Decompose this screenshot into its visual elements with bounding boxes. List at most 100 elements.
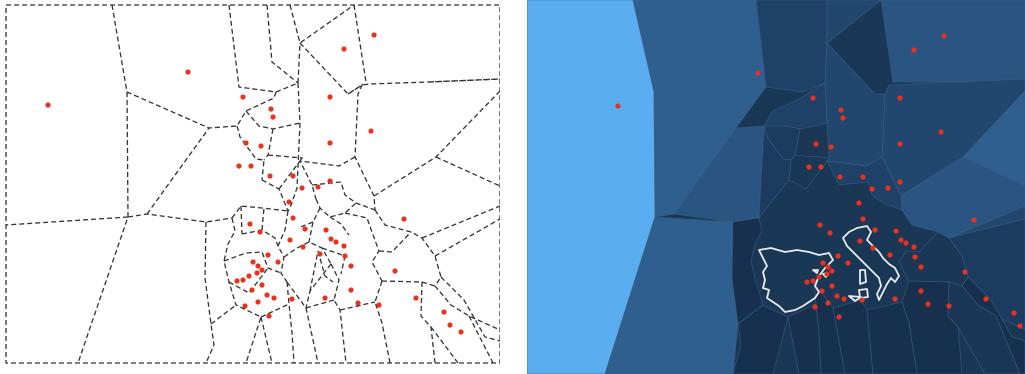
site-point-map (829, 268, 835, 274)
site-point-map (925, 301, 931, 307)
site-point-map (829, 283, 835, 289)
voronoi-cell (947, 281, 1021, 374)
site-point (266, 313, 272, 319)
site-point-map (869, 186, 875, 192)
site-point (333, 239, 339, 245)
site-point-map (903, 240, 909, 246)
voronoi-cell (866, 301, 918, 374)
site-point (328, 236, 334, 242)
voronoi-wireframe-panel (5, 4, 500, 364)
site-point-map (837, 174, 843, 180)
voronoi-edge (378, 231, 412, 253)
voronoi-edge (309, 250, 319, 292)
site-point (250, 259, 256, 265)
voronoi-cell (755, 0, 828, 93)
site-point (267, 173, 273, 179)
voronoi-edge (266, 4, 299, 84)
voronoi-edge (434, 218, 500, 257)
site-point-map (840, 115, 846, 121)
site-point (458, 329, 464, 335)
site-point (300, 244, 306, 250)
voronoi-edge (261, 207, 265, 231)
site-point (401, 216, 407, 222)
voronoi-edge (299, 156, 356, 167)
voronoi-edge (420, 281, 436, 364)
voronoi-cell (826, 0, 882, 44)
voronoi-edge (231, 205, 289, 219)
site-point-map (819, 288, 825, 294)
voronoi-edge (210, 304, 237, 325)
site-point-map (810, 95, 816, 101)
voronoi-edge (277, 210, 289, 283)
site-point-map (859, 297, 865, 303)
site-point-map (825, 300, 831, 306)
voronoi-edge (374, 280, 391, 364)
site-point (243, 140, 249, 146)
voronoi-edge (305, 299, 335, 309)
site-point (45, 102, 51, 108)
voronoi-edge (146, 91, 277, 215)
site-point (315, 184, 321, 190)
site-point-map (804, 279, 810, 285)
site-point-map (897, 179, 903, 185)
site-point (322, 295, 328, 301)
voronoi-edge (261, 179, 291, 213)
voronoi-edge (245, 110, 301, 130)
site-point-map (938, 129, 944, 135)
right-point-layer (615, 33, 1023, 329)
site-point-map (1011, 310, 1017, 316)
left-point-layer (45, 32, 464, 335)
site-point (259, 282, 265, 288)
site-point (341, 243, 347, 249)
voronoi-cell (880, 0, 1025, 83)
voronoi-edge (435, 156, 500, 187)
site-point (240, 94, 246, 100)
site-point-map (810, 278, 816, 284)
site-point (317, 251, 323, 257)
site-point-map (836, 314, 842, 320)
site-point-map (962, 269, 968, 275)
voronoi-edge (289, 82, 301, 209)
site-point-map (1017, 323, 1023, 329)
site-point (447, 322, 453, 328)
site-point (302, 226, 308, 232)
site-point-map (860, 174, 866, 180)
site-point (290, 215, 296, 221)
voronoi-edge (267, 154, 304, 162)
site-point-map (870, 245, 876, 251)
site-point-map (816, 274, 822, 280)
voronoi-edge (278, 159, 317, 200)
coastline-outlines (758, 225, 900, 313)
voronoi-edge (127, 213, 233, 223)
site-point-map (812, 304, 818, 310)
voronoi-edge (283, 241, 332, 265)
site-point (264, 292, 270, 298)
site-point (348, 287, 354, 293)
site-point (268, 106, 274, 112)
site-point-map (835, 253, 841, 259)
site-point-map (806, 164, 812, 170)
site-point-map (893, 228, 899, 234)
site-point (257, 229, 263, 235)
site-point-map (824, 271, 830, 277)
voronoi-edge (330, 263, 347, 364)
island-outline (812, 269, 819, 274)
site-point-map (885, 185, 891, 191)
voronoi-filled-cells (527, 0, 1025, 374)
voronoi-edge (315, 198, 357, 218)
voronoi-edge (204, 221, 215, 364)
site-point-map (898, 237, 904, 243)
site-point (287, 237, 293, 243)
voronoi-edge (440, 276, 500, 342)
site-point (327, 178, 333, 184)
voronoi-cell (731, 217, 764, 325)
site-point-map (897, 95, 903, 101)
voronoi-edge (339, 301, 376, 311)
site-point (255, 263, 261, 269)
voronoi-cell (826, 156, 903, 211)
voronoi-edge (347, 83, 376, 211)
site-point-map (845, 260, 851, 266)
site-point-map (897, 141, 903, 147)
voronoi-edge (240, 205, 243, 235)
